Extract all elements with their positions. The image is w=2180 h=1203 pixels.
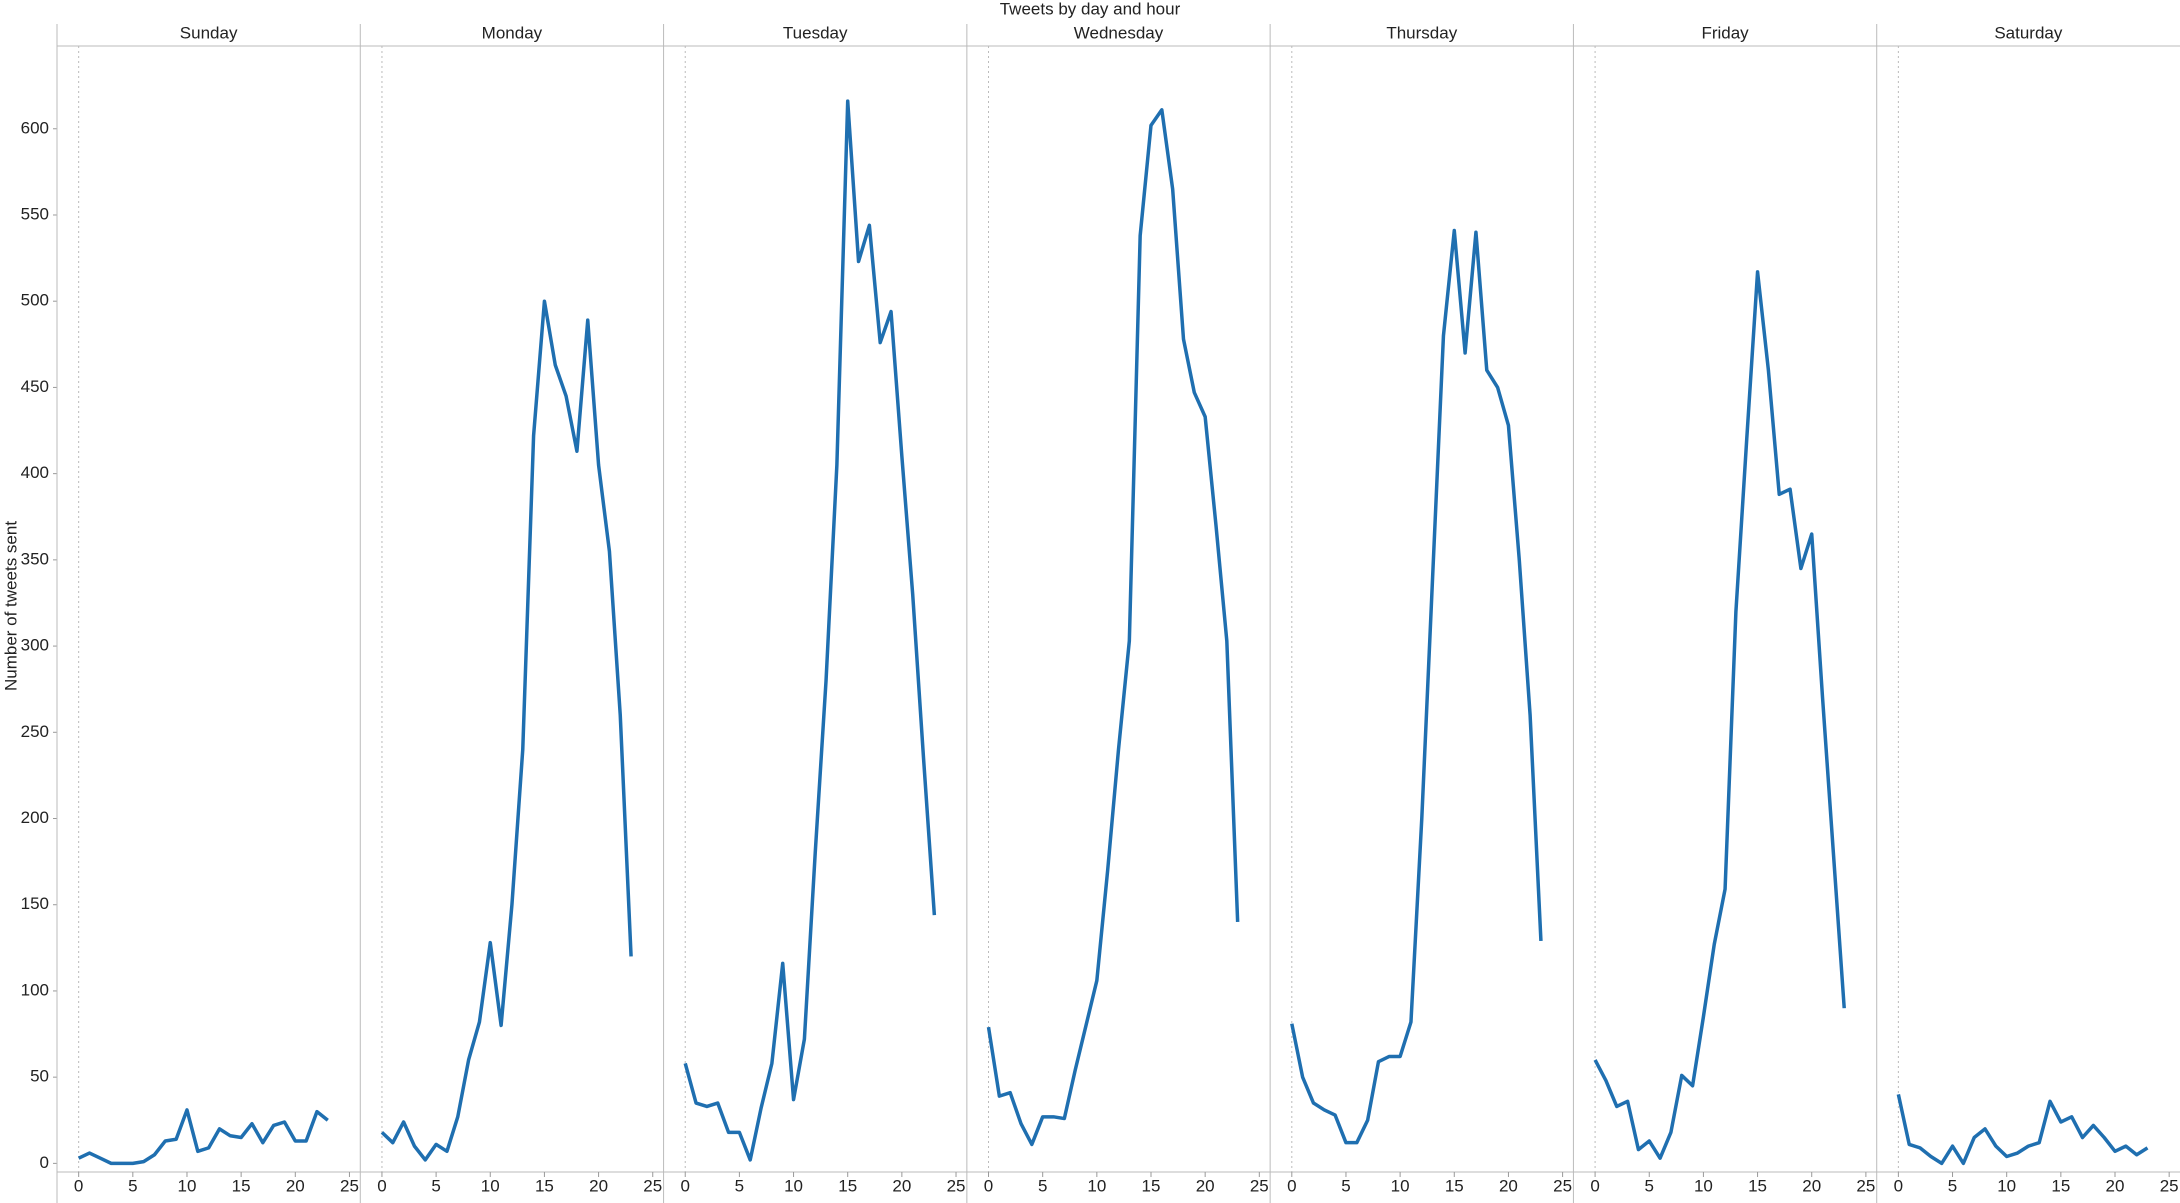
x-tick-label: 0 bbox=[1590, 1176, 1599, 1195]
line bbox=[1896, 1094, 2149, 1166]
line bbox=[1593, 270, 1846, 1160]
x-tick-label: 15 bbox=[535, 1176, 554, 1195]
x-tick-label: 5 bbox=[431, 1176, 440, 1195]
x-tick-label: 5 bbox=[1038, 1176, 1047, 1195]
x-tick-label: 10 bbox=[481, 1176, 500, 1195]
y-tick-label: 200 bbox=[21, 808, 49, 827]
x-tick-label: 15 bbox=[1748, 1176, 1767, 1195]
x-tick-label: 25 bbox=[1553, 1176, 1572, 1195]
x-tick-label: 20 bbox=[286, 1176, 305, 1195]
y-tick-label: 450 bbox=[21, 377, 49, 396]
panel-header: Thursday bbox=[1386, 23, 1457, 42]
y-tick-label: 350 bbox=[21, 549, 49, 568]
y-tick-label: 550 bbox=[21, 204, 49, 223]
x-tick-label: 15 bbox=[1445, 1176, 1464, 1195]
x-tick-label: 0 bbox=[1894, 1176, 1903, 1195]
x-tick-label: 25 bbox=[340, 1176, 359, 1195]
x-tick-label: 20 bbox=[892, 1176, 911, 1195]
panel-header: Saturday bbox=[1994, 23, 2063, 42]
y-tick-label: 250 bbox=[21, 722, 49, 741]
y-axis-label: Number of tweets sent bbox=[1, 521, 20, 691]
x-tick-label: 25 bbox=[1250, 1176, 1269, 1195]
x-tick-label: 0 bbox=[74, 1176, 83, 1195]
x-tick-label: 10 bbox=[1997, 1176, 2016, 1195]
x-tick-label: 10 bbox=[178, 1176, 197, 1195]
x-tick-label: 10 bbox=[1391, 1176, 1410, 1195]
x-tick-label: 0 bbox=[377, 1176, 386, 1195]
x-tick-label: 25 bbox=[1856, 1176, 1875, 1195]
y-tick-label: 150 bbox=[21, 894, 49, 913]
y-tick-label: 300 bbox=[21, 636, 49, 655]
x-tick-label: 15 bbox=[232, 1176, 251, 1195]
line bbox=[986, 108, 1240, 1147]
x-tick-label: 10 bbox=[784, 1176, 803, 1195]
panel-header: Friday bbox=[1701, 23, 1749, 42]
y-tick-label: 0 bbox=[40, 1153, 49, 1172]
y-tick-label: 400 bbox=[21, 463, 49, 482]
line bbox=[1290, 228, 1543, 1145]
x-tick-label: 25 bbox=[947, 1176, 966, 1195]
y-tick-label: 50 bbox=[30, 1067, 49, 1086]
x-tick-label: 15 bbox=[2051, 1176, 2070, 1195]
x-tick-label: 25 bbox=[643, 1176, 662, 1195]
panel-header: Wednesday bbox=[1074, 23, 1164, 42]
x-tick-label: 20 bbox=[1499, 1176, 1518, 1195]
x-tick-label: 5 bbox=[1645, 1176, 1654, 1195]
line bbox=[683, 99, 937, 1162]
x-tick-label: 20 bbox=[2106, 1176, 2125, 1195]
x-tick-label: 0 bbox=[681, 1176, 690, 1195]
line bbox=[380, 299, 633, 1162]
x-tick-label: 5 bbox=[1341, 1176, 1350, 1195]
x-tick-label: 5 bbox=[1948, 1176, 1957, 1195]
x-tick-label: 15 bbox=[838, 1176, 857, 1195]
x-tick-label: 5 bbox=[735, 1176, 744, 1195]
panel-header: Sunday bbox=[180, 23, 238, 42]
x-tick-label: 20 bbox=[1196, 1176, 1215, 1195]
panel-header: Monday bbox=[482, 23, 543, 42]
x-tick-label: 0 bbox=[984, 1176, 993, 1195]
y-tick-label: 600 bbox=[21, 118, 49, 137]
chart-title: Tweets by day and hour bbox=[1000, 0, 1181, 18]
x-tick-label: 20 bbox=[1802, 1176, 1821, 1195]
y-tick-label: 500 bbox=[21, 291, 49, 310]
x-tick-label: 10 bbox=[1087, 1176, 1106, 1195]
y-tick-label: 100 bbox=[21, 980, 49, 999]
line bbox=[77, 1108, 329, 1166]
panel-header: Tuesday bbox=[783, 23, 848, 42]
x-tick-label: 5 bbox=[128, 1176, 137, 1195]
x-tick-label: 20 bbox=[589, 1176, 608, 1195]
x-tick-label: 25 bbox=[2160, 1176, 2179, 1195]
x-tick-label: 10 bbox=[1694, 1176, 1713, 1195]
x-tick-label: 15 bbox=[1142, 1176, 1161, 1195]
x-tick-label: 0 bbox=[1287, 1176, 1296, 1195]
